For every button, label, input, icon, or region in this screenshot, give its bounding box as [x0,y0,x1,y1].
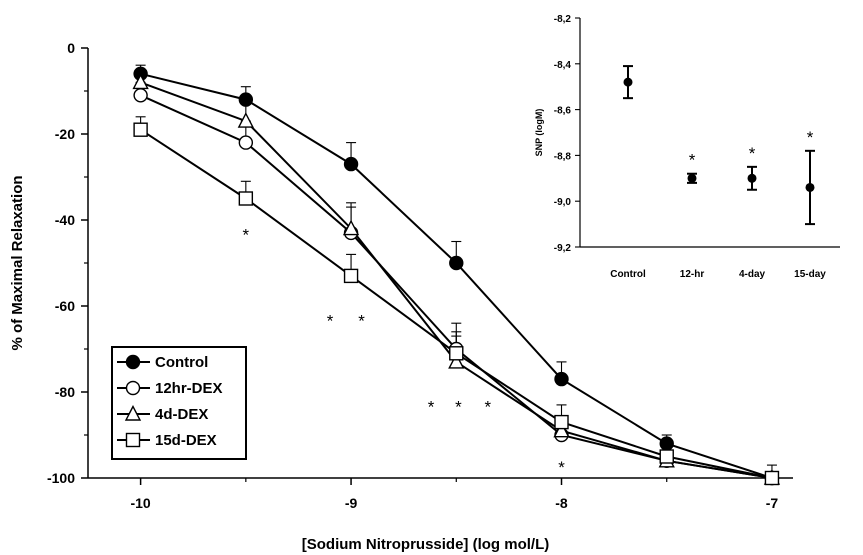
legend: Control 12hr-DEX 4d-DEX 15d-DEX [111,346,247,460]
legend-marker [125,380,141,396]
y-tick-label: -60 [55,298,75,314]
legend-label: Control [155,354,208,371]
data-point [448,352,465,369]
inset-y-axis-title: SNP (logM) [534,109,544,157]
data-point [133,88,148,103]
markers-15d-dex [133,122,780,486]
significance-marker: * [485,398,492,417]
inset-significance-marker: * [689,151,696,170]
inset-x-tick-label: 12-hr [680,269,705,280]
x-tick-label: -8 [555,495,568,511]
data-point [237,112,254,128]
significance-marker: * [558,458,565,477]
x-tick-label: -9 [345,495,358,511]
legend-label: 4d-DEX [155,406,208,423]
significance-marker: * [243,226,250,245]
data-point [238,92,254,107]
inset-x-tick-label: 4-day [739,269,766,280]
inset-data-point [623,77,633,87]
data-point [554,414,569,430]
data-point [449,346,464,361]
legend-marker [125,432,141,448]
main-plot: 0 -20 -40 -60 -80 -100 -10 -9 -8 -7 [Sodium Nitrop… [9,40,793,553]
legend-item: Control [117,354,208,371]
y-tick-label: -80 [55,384,75,400]
legend-item: 15d-DEX [117,432,217,449]
data-point [553,421,570,438]
inset-data-point [805,182,815,192]
data-point [343,268,359,284]
y-tick-label: -40 [55,212,75,228]
legend-item: 4d-DEX [117,404,208,423]
y-tick-label: 0 [67,40,75,56]
x-axis-title: [Sodium Nitroprusside] (log mol/L) [302,536,550,553]
legend-item: 12hr-DEX [117,380,223,397]
significance-marker: * [428,398,435,417]
inset-data-point [687,173,697,183]
significance-marker: * [327,312,334,331]
legend-marker [125,354,141,370]
inset-significance-marker: * [749,144,756,163]
x-tick-label: -7 [766,495,779,511]
data-point [132,73,149,90]
inset-x-tick-label: Control [610,269,646,280]
legend-label: 15d-DEX [155,432,217,449]
inset-y-tick-label: -8,8 [554,151,572,162]
inset-plot: -8,2 -8,4 -8,6 -8,8 -9,0 -9,2 SNP (logM) Contro… [534,14,840,280]
significance-marker: * [455,398,462,417]
inset-x-tick-label: 15-day [794,269,826,280]
inset-y-tick-label: -8,6 [554,106,572,117]
inset-y-tick-label: -8,2 [554,14,572,25]
data-point [659,436,674,451]
inset-data-point [747,173,757,183]
inset-significance-marker: * [807,128,814,147]
legend-label: 12hr-DEX [155,380,223,397]
legend-marker [124,404,142,421]
y-tick-label: -100 [47,470,75,486]
data-point [659,449,674,464]
data-point [238,135,254,150]
data-point [449,255,464,271]
x-tick-label: -10 [130,495,150,511]
data-point [342,219,360,236]
significance-marker: * [358,312,365,331]
data-point [133,122,148,137]
data-point [764,470,780,486]
inset-y-tick-label: -8,4 [554,60,572,71]
inset-y-tick-label: -9,0 [554,197,572,208]
inset-y-tick-label: -9,2 [554,243,572,254]
y-tick-label: -20 [55,126,75,142]
data-point [343,156,359,172]
y-axis-title: % of Maximal Relaxation [9,175,26,350]
data-point [554,371,569,387]
data-point [238,191,254,206]
